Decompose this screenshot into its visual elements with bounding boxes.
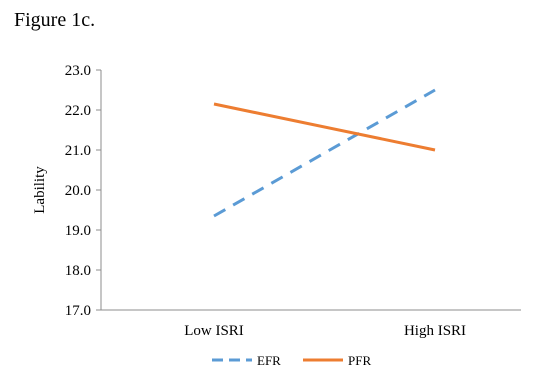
y-tick-label: 17.0	[65, 303, 91, 319]
y-tick-label: 19.0	[65, 223, 91, 239]
figure-caption: Figure 1c.	[14, 9, 96, 31]
series-line-pfr	[213, 102, 436, 152]
series-line-efr	[213, 88, 436, 218]
legend-label-pfr: PFR	[348, 353, 371, 368]
y-tick-label: 22.0	[65, 103, 91, 119]
y-axis: 17.0 18.0 19.0 20.0 21.0 22.0 23.0	[65, 63, 102, 319]
y-tick-label: 18.0	[65, 263, 91, 279]
y-axis-title: Lability	[32, 166, 48, 214]
legend-label-efr: EFR	[257, 353, 281, 368]
series-layer	[213, 88, 436, 218]
legend: EFR PFR	[212, 353, 371, 368]
y-tick-label: 20.0	[65, 183, 91, 199]
x-tick-label: High ISRI	[404, 323, 466, 339]
y-tick-label: 23.0	[65, 63, 91, 79]
x-tick-label: Low ISRI	[184, 323, 244, 339]
y-tick-label: 21.0	[65, 143, 91, 159]
x-axis: Low ISRI High ISRI	[101, 309, 521, 339]
